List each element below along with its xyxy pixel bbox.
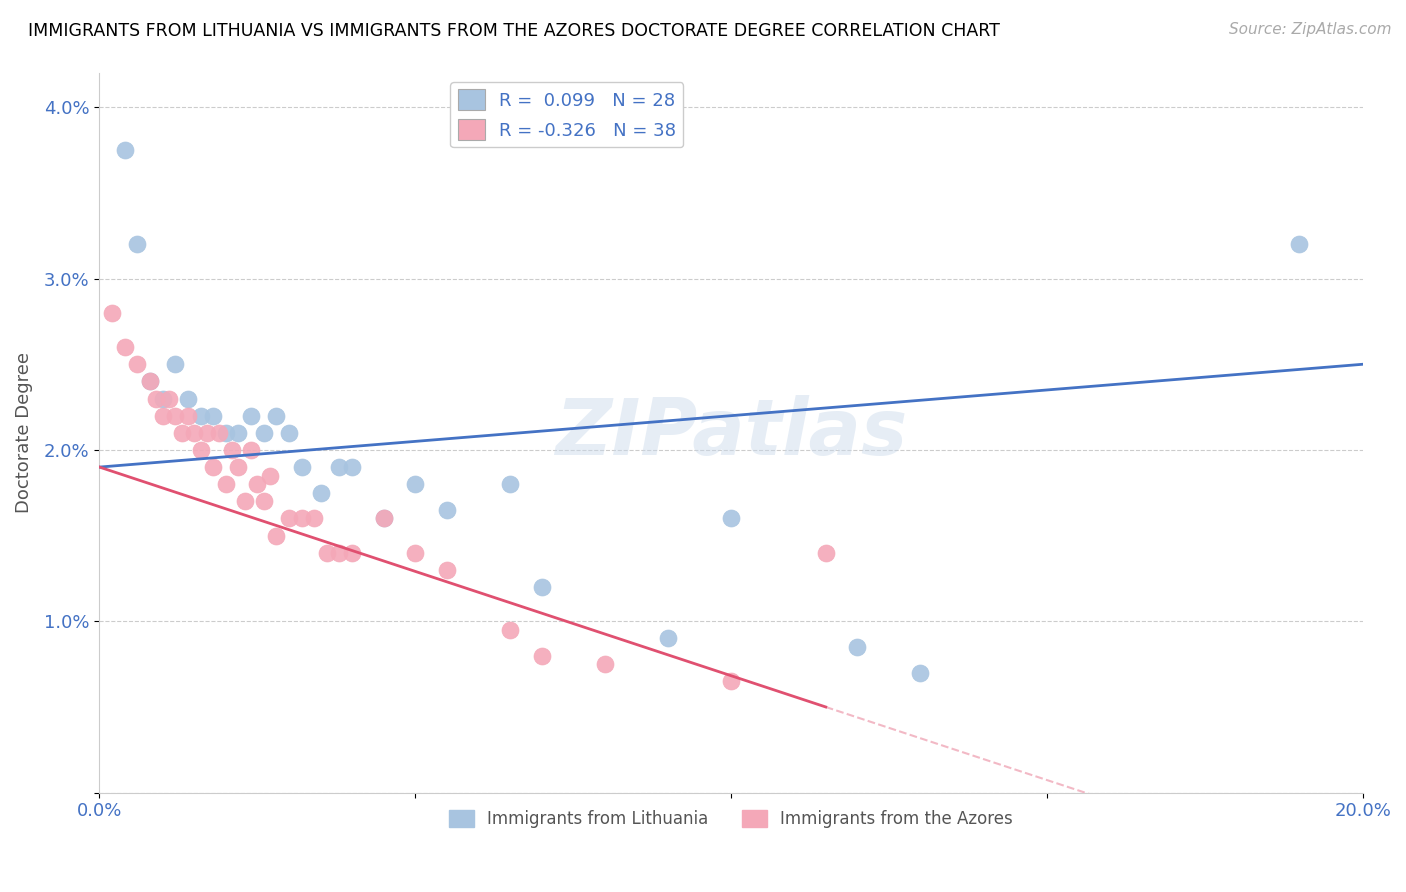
Point [114, 143, 136, 157]
Point [139, 375, 162, 389]
Point [404, 477, 426, 491]
Point [290, 460, 312, 475]
Point [266, 409, 288, 423]
Point [202, 409, 225, 423]
Point [814, 546, 837, 560]
Point [183, 425, 205, 440]
Point [290, 511, 312, 525]
Point [253, 494, 276, 508]
Point [720, 674, 742, 689]
Point [101, 306, 124, 320]
Point [165, 357, 187, 371]
Point [530, 648, 553, 663]
Point [215, 477, 238, 491]
Point [328, 546, 350, 560]
Point [499, 477, 522, 491]
Point [404, 546, 426, 560]
Point [240, 442, 263, 457]
Point [114, 340, 136, 354]
Point [315, 546, 337, 560]
Point [190, 409, 212, 423]
Point [127, 357, 149, 371]
Point [340, 460, 363, 475]
Point [177, 392, 200, 406]
Point [277, 425, 299, 440]
Point [202, 460, 225, 475]
Point [846, 640, 869, 654]
Point [530, 580, 553, 594]
Point [910, 665, 932, 680]
Point [228, 425, 250, 440]
Point [436, 503, 458, 517]
Point [253, 425, 276, 440]
Point [127, 237, 149, 252]
Point [277, 511, 299, 525]
Point [436, 563, 458, 577]
Point [152, 392, 174, 406]
Point [221, 442, 243, 457]
Point [157, 392, 180, 406]
Point [228, 460, 250, 475]
Point [259, 468, 281, 483]
Point [593, 657, 616, 672]
Point [190, 442, 212, 457]
Point [165, 409, 187, 423]
Point [170, 425, 193, 440]
Point [246, 477, 269, 491]
Point [340, 546, 363, 560]
Point [139, 375, 162, 389]
Point [266, 528, 288, 542]
Point [499, 623, 522, 637]
Point [328, 460, 350, 475]
Point [657, 632, 679, 646]
Point [152, 409, 174, 423]
Y-axis label: Doctorate Degree: Doctorate Degree [15, 352, 32, 513]
Point [145, 392, 167, 406]
Point [215, 425, 238, 440]
Point [240, 409, 263, 423]
Text: ZIPatlas: ZIPatlas [555, 395, 907, 471]
Point [720, 511, 742, 525]
Point [309, 485, 332, 500]
Point [302, 511, 325, 525]
Point [373, 511, 395, 525]
Point [233, 494, 256, 508]
Legend: Immigrants from Lithuania, Immigrants from the Azores: Immigrants from Lithuania, Immigrants fr… [443, 803, 1019, 835]
Text: IMMIGRANTS FROM LITHUANIA VS IMMIGRANTS FROM THE AZORES DOCTORATE DEGREE CORRELA: IMMIGRANTS FROM LITHUANIA VS IMMIGRANTS … [28, 22, 1000, 40]
Point [1288, 237, 1310, 252]
Point [208, 425, 231, 440]
Point [177, 409, 200, 423]
Text: Source: ZipAtlas.com: Source: ZipAtlas.com [1229, 22, 1392, 37]
Point [195, 425, 218, 440]
Point [373, 511, 395, 525]
